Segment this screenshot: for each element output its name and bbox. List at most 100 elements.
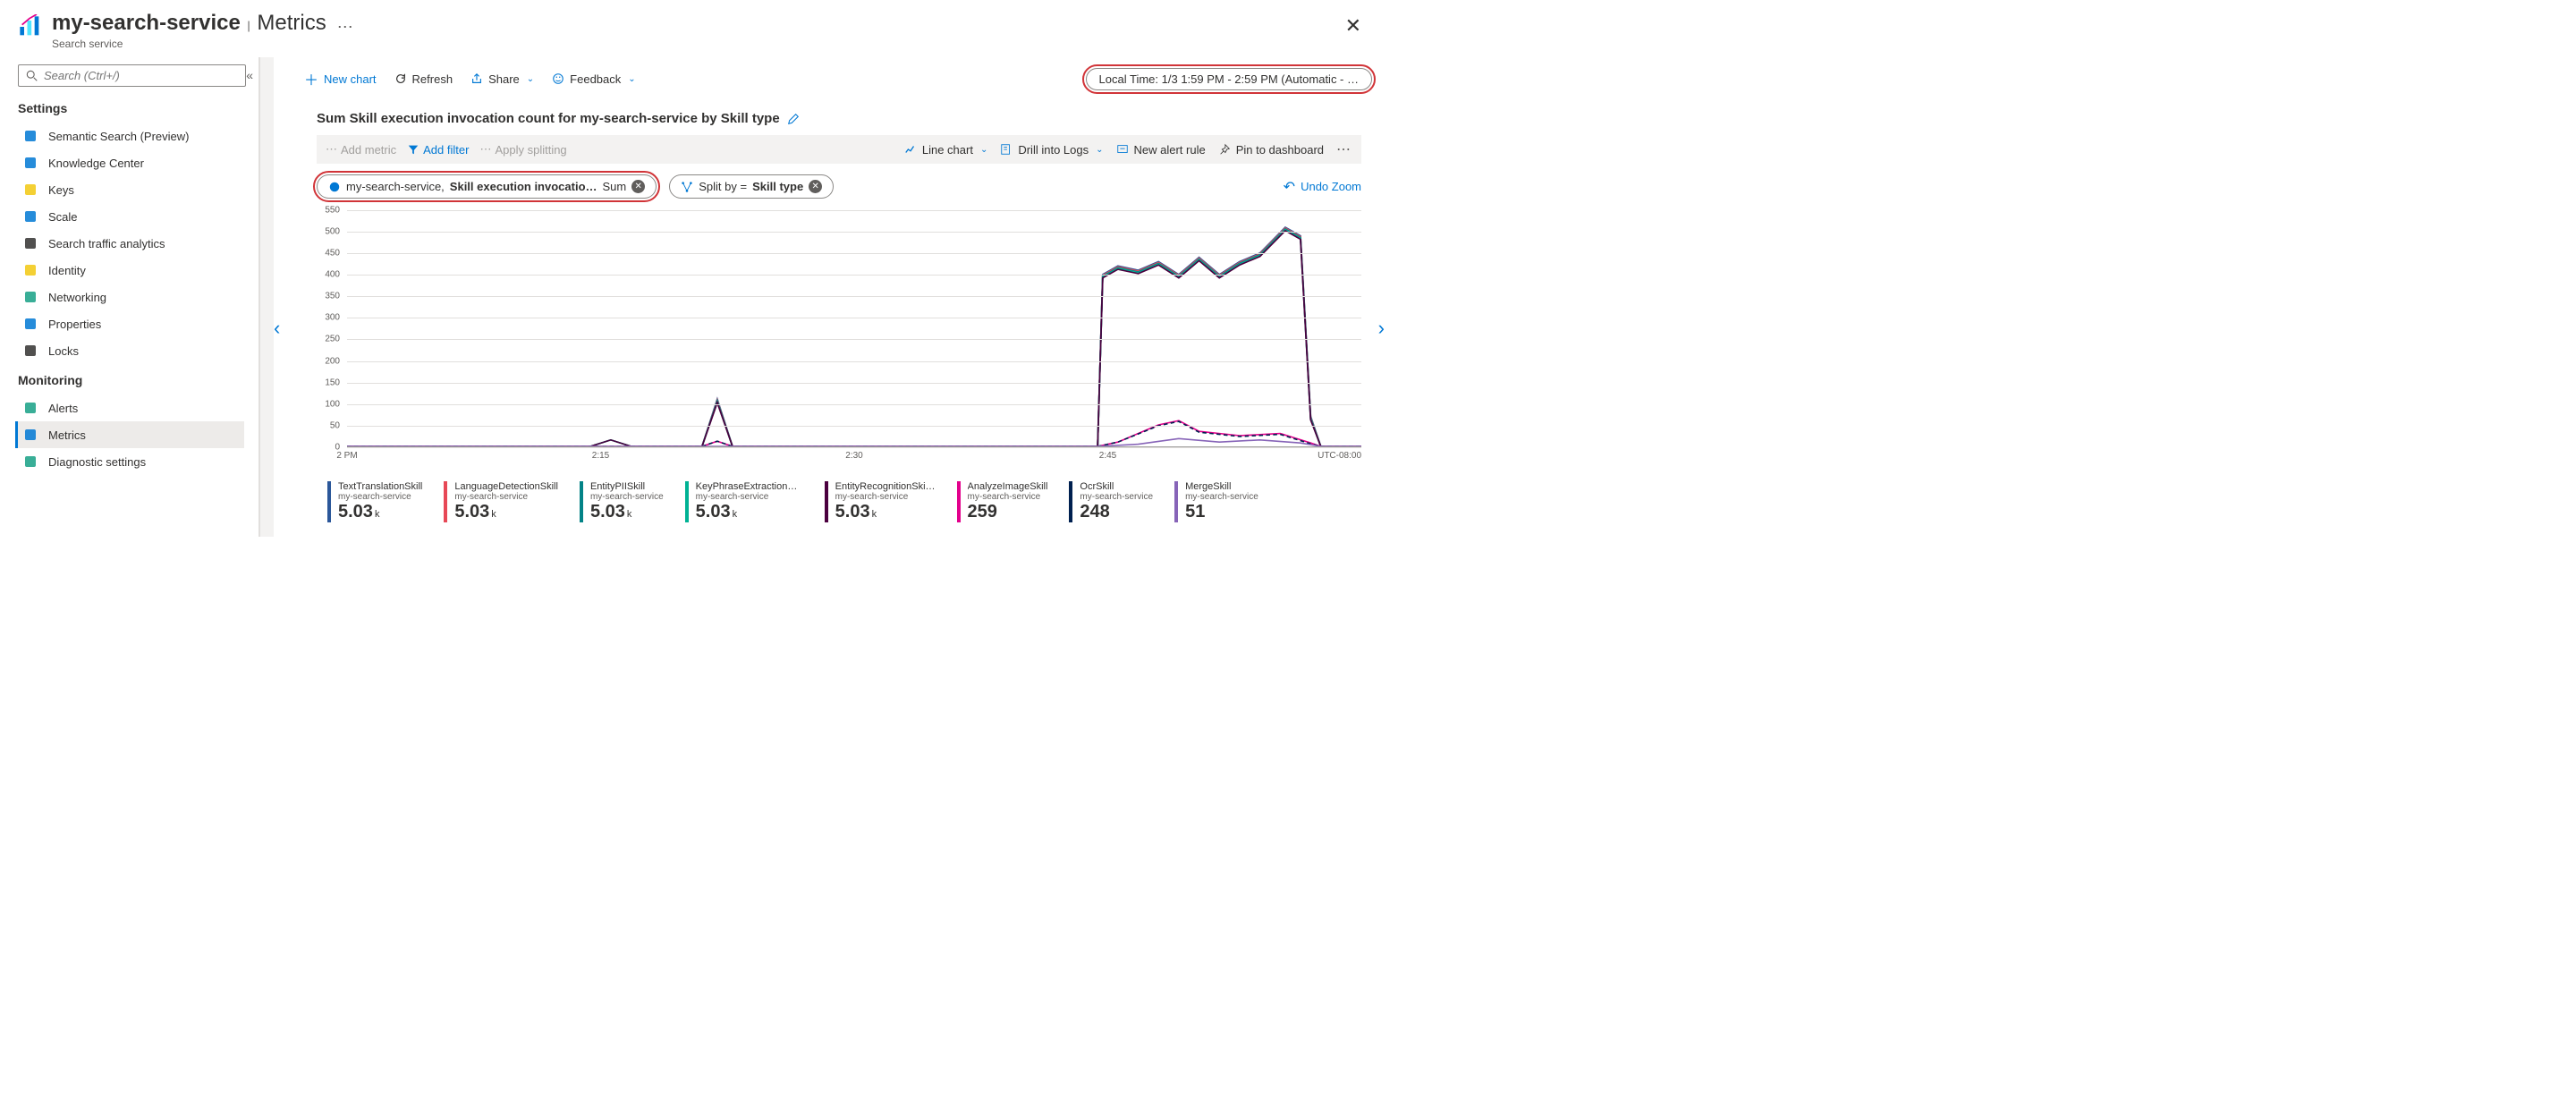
x-tick-label: 2:30: [845, 451, 862, 461]
legend-service: my-search-service: [338, 492, 422, 502]
refresh-button[interactable]: Refresh: [386, 69, 462, 89]
legend-item[interactable]: EntityRecognitionSki…my-search-service5.…: [825, 481, 936, 522]
feedback-button[interactable]: Feedback⌄: [543, 69, 644, 89]
logs-icon: [1000, 143, 1013, 156]
chevron-down-icon: ⌄: [980, 145, 987, 155]
edit-icon[interactable]: [787, 113, 800, 125]
legend-item[interactable]: MergeSkillmy-search-service51: [1174, 481, 1258, 522]
legend-value: 5.03: [454, 502, 489, 522]
legend-name: LanguageDetectionSkill: [454, 481, 558, 492]
series-line: [347, 420, 1361, 446]
sidebar-item[interactable]: Scale: [15, 203, 244, 230]
split-pill[interactable]: Split by = Skill type ✕: [669, 174, 834, 199]
y-tick-label: 450: [325, 249, 340, 259]
sidebar-item-label: Metrics: [48, 428, 86, 442]
chart-title: Sum Skill execution invocation count for…: [317, 111, 780, 126]
chart-type-button[interactable]: Line chart⌄: [904, 143, 987, 157]
y-tick-label: 400: [325, 270, 340, 280]
legend-service: my-search-service: [835, 492, 936, 502]
sidebar-item-label: Keys: [48, 183, 74, 197]
sidebar-item[interactable]: Semantic Search (Preview): [15, 123, 244, 149]
legend-color-bar: [444, 481, 447, 522]
undo-zoom-button[interactable]: ↶Undo Zoom: [1284, 178, 1361, 196]
metrics-icon: [23, 428, 38, 442]
legend-name: TextTranslationSkill: [338, 481, 422, 492]
next-chart-icon[interactable]: ›: [1378, 317, 1385, 340]
new-alert-button[interactable]: New alert rule: [1116, 143, 1206, 157]
sidebar-item[interactable]: Knowledge Center: [15, 149, 244, 176]
sidebar-item-label: Scale: [48, 210, 78, 224]
sidebar-item-label: Networking: [48, 291, 106, 304]
legend-unit: k: [872, 509, 877, 520]
sidebar-section-title: Monitoring: [18, 373, 244, 387]
filter-icon: [407, 143, 419, 156]
prev-chart-icon[interactable]: ‹: [274, 317, 280, 340]
more-icon[interactable]: ⋯: [337, 18, 355, 37]
legend-value: 248: [1080, 502, 1109, 522]
sidebar-item[interactable]: Identity: [15, 257, 244, 284]
remove-metric-icon[interactable]: ✕: [631, 180, 645, 193]
legend-item[interactable]: TextTranslationSkillmy-search-service5.0…: [327, 481, 422, 522]
legend-value: 51: [1185, 502, 1205, 522]
series-line: [347, 229, 1361, 446]
share-button[interactable]: Share⌄: [462, 69, 543, 89]
legend: TextTranslationSkillmy-search-service5.0…: [327, 481, 1361, 522]
sidebar-item-label: Search traffic analytics: [48, 237, 165, 250]
sidebar-item[interactable]: Networking: [15, 284, 244, 310]
x-tick-label: 2:15: [592, 451, 609, 461]
legend-value: 5.03: [590, 502, 625, 522]
series-line: [347, 438, 1361, 446]
search-input[interactable]: [44, 69, 238, 82]
sidebar-item[interactable]: Metrics: [15, 421, 244, 448]
legend-item[interactable]: LanguageDetectionSkillmy-search-service5…: [444, 481, 558, 522]
legend-color-bar: [1069, 481, 1072, 522]
alerts-icon: [23, 401, 38, 415]
remove-split-icon[interactable]: ✕: [809, 180, 822, 193]
legend-name: OcrSkill: [1080, 481, 1153, 492]
search-input-wrap[interactable]: [18, 64, 246, 87]
y-tick-label: 100: [325, 399, 340, 409]
metric-pill[interactable]: my-search-service, Skill execution invoc…: [317, 174, 657, 199]
series-line: [347, 227, 1361, 446]
utc-label: UTC-08:00: [1318, 451, 1361, 461]
legend-service: my-search-service: [1080, 492, 1153, 502]
legend-item[interactable]: OcrSkillmy-search-service248: [1069, 481, 1153, 522]
grid-line: [347, 383, 1361, 384]
legend-item[interactable]: AnalyzeImageSkillmy-search-service259: [957, 481, 1048, 522]
legend-unit: k: [375, 509, 380, 520]
legend-value: 5.03: [835, 502, 870, 522]
legend-service: my-search-service: [454, 492, 558, 502]
split-icon: [681, 181, 693, 193]
legend-item[interactable]: EntityPIISkillmy-search-service5.03k: [580, 481, 664, 522]
sidebar-item[interactable]: Keys: [15, 176, 244, 203]
series-line: [347, 228, 1361, 446]
new-chart-button[interactable]: ＋New chart: [295, 64, 386, 93]
add-filter-button[interactable]: Add filter: [407, 143, 469, 157]
lock-icon: [23, 343, 38, 358]
cloud-icon: [23, 156, 38, 170]
sidebar-item[interactable]: Properties: [15, 310, 244, 337]
legend-color-bar: [685, 481, 689, 522]
time-range-pill[interactable]: Local Time: 1/3 1:59 PM - 2:59 PM (Autom…: [1086, 68, 1372, 90]
undo-icon: ↶: [1284, 178, 1295, 196]
y-tick-label: 250: [325, 335, 340, 344]
sidebar-item[interactable]: Locks: [15, 337, 244, 364]
alert-icon: [1116, 143, 1129, 156]
sidebar-item[interactable]: Diagnostic settings: [15, 448, 244, 475]
sidebar-item-label: Identity: [48, 264, 86, 277]
pin-button[interactable]: Pin to dashboard: [1218, 143, 1324, 157]
search-icon: [26, 70, 38, 82]
sidebar-item[interactable]: Search traffic analytics: [15, 230, 244, 257]
grid-line: [347, 339, 1361, 340]
sidebar-item[interactable]: Alerts: [15, 394, 244, 421]
sidebar-item-label: Knowledge Center: [48, 157, 144, 170]
drill-logs-button[interactable]: Drill into Logs⌄: [1000, 143, 1103, 157]
grid-line: [347, 210, 1361, 211]
legend-item[interactable]: KeyPhraseExtractionS…my-search-service5.…: [685, 481, 803, 522]
more-icon[interactable]: ⋯: [1336, 140, 1352, 158]
y-tick-label: 350: [325, 292, 340, 301]
collapse-sidebar-icon[interactable]: «: [246, 68, 253, 82]
legend-color-bar: [1174, 481, 1178, 522]
key-icon: [23, 182, 38, 197]
close-icon[interactable]: ✕: [1338, 11, 1368, 41]
